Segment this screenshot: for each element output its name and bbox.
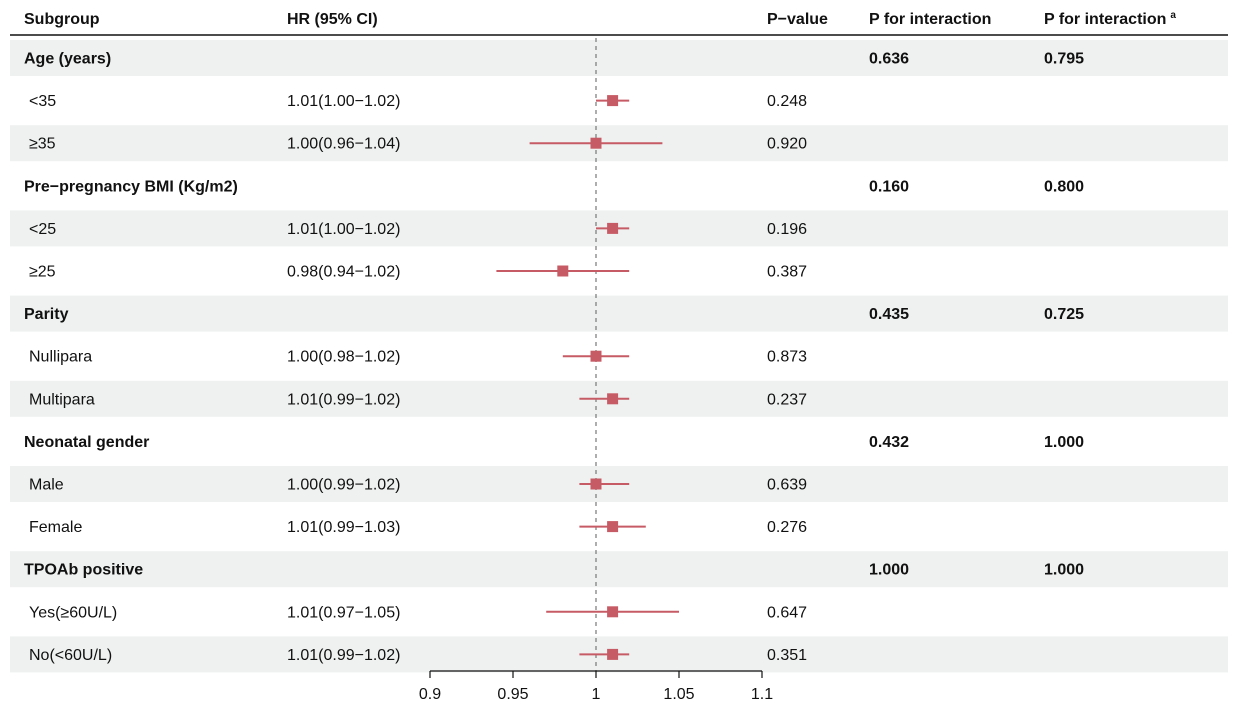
subgroup-label: Female [29,519,82,536]
group-label: Parity [24,306,69,323]
hr-point [607,95,619,107]
p-interaction-value: 1.000 [869,562,909,579]
p-interaction-value: 0.636 [869,51,909,68]
forest-marks [496,95,679,660]
table-rows: Age (years) 0.636 0.795 <35 1.01(1.00−1.02) 0… [24,51,1084,664]
group-label: TPOAb positive [24,562,143,579]
group-label: Neonatal gender [24,434,149,451]
group-label: Pre−pregnancy BMI (Kg/m2) [24,178,238,195]
header-p-interaction: P for interaction [869,11,991,28]
header-superscript-a: a [1170,10,1176,21]
p-value: 0.248 [767,93,807,110]
row-band [10,551,1228,588]
p-interaction-adjusted-value: 1.000 [1044,562,1084,579]
p-value: 0.351 [767,647,807,664]
hr-point [607,521,619,533]
hr-ci-value: 1.01(1.00−1.02) [287,93,400,110]
hr-ci-value: 1.00(0.99−1.02) [287,477,400,494]
header-subgroup: Subgroup [24,11,100,28]
header-p-value: P−value [767,11,828,28]
subgroup-label: Multipara [29,391,95,408]
table-header: Subgroup HR (95% CI) P−value P for inter… [24,10,1176,28]
hr-point [557,265,569,277]
hr-point [607,222,619,234]
hr-point [590,137,602,149]
x-axis: 0.9 0.95 1 1.05 1.1 [419,670,773,703]
p-interaction-adjusted-value: 0.795 [1044,51,1084,68]
subgroup-label: No(<60U/L) [29,647,112,664]
p-value: 0.387 [767,264,807,281]
row-band [10,40,1228,76]
p-value: 0.237 [767,391,807,408]
hr-ci-value: 1.01(0.99−1.02) [287,391,400,408]
row-band [10,295,1228,332]
subgroup-label: Yes(≥60U/L) [29,604,117,621]
header-p-interaction-adjusted: P for interaction a [1044,10,1176,28]
hr-point [590,350,602,362]
p-value: 0.196 [767,221,807,238]
p-interaction-adjusted-value: 0.800 [1044,178,1084,195]
subgroup-label: ≥35 [29,136,56,153]
p-interaction-value: 0.160 [869,178,909,195]
hr-ci-value: 1.01(0.99−1.03) [287,519,400,536]
p-interaction-value: 0.435 [869,306,909,323]
hr-point [607,606,619,618]
hr-ci-value: 1.00(0.98−1.02) [287,349,400,366]
hr-ci-value: 1.01(1.00−1.02) [287,221,400,238]
p-value: 0.920 [767,136,807,153]
group-label: Age (years) [24,51,111,68]
p-interaction-adjusted-value: 1.000 [1044,434,1084,451]
hr-ci-value: 0.98(0.94−1.02) [287,264,400,281]
hr-ci-value: 1.01(0.99−1.02) [287,647,400,664]
x-tick-label: 1.05 [663,686,694,703]
subgroup-label: Male [29,477,64,494]
x-tick-label: 0.9 [419,686,441,703]
p-value: 0.639 [767,477,807,494]
p-interaction-adjusted-value: 0.725 [1044,306,1084,323]
hr-point [607,393,619,405]
subgroup-label: ≥25 [29,264,56,281]
header-hr-ci: HR (95% CI) [287,11,378,28]
subgroup-label: Nullipara [29,349,92,366]
p-value: 0.873 [767,349,807,366]
subgroup-label: <25 [29,221,56,238]
hr-point [590,478,602,490]
hr-ci-value: 1.01(0.97−1.05) [287,604,400,621]
p-value: 0.276 [767,519,807,536]
header-p-interaction-adjusted-label: P for interaction [1044,11,1166,28]
subgroup-label: <35 [29,93,56,110]
x-tick-label: 1.1 [751,686,773,703]
hr-ci-value: 1.00(0.96−1.04) [287,136,400,153]
x-tick-label: 1 [592,686,601,703]
p-value: 0.647 [767,604,807,621]
x-tick-label: 0.95 [497,686,528,703]
p-interaction-value: 0.432 [869,434,909,451]
hr-point [607,648,619,660]
